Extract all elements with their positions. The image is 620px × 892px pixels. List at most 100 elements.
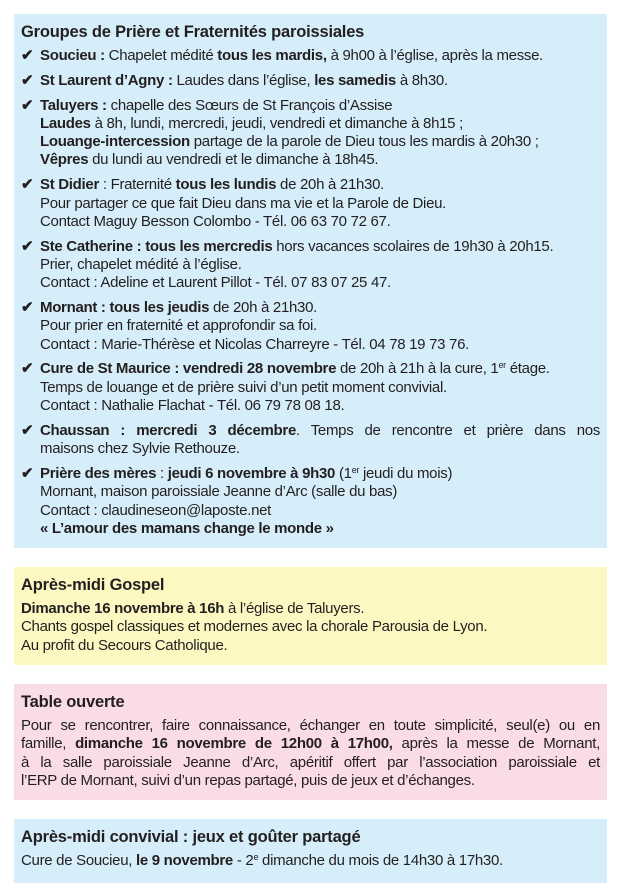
bold-text: Dimanche 16 novembre à 16h — [21, 600, 225, 617]
text-line: Ste Catherine : tous les mercredis hors … — [40, 238, 600, 256]
text: Temps de louange et de prière suivi d’un… — [40, 378, 447, 396]
text: à l’église de Taluyers. — [224, 600, 365, 617]
check-icon: ✔ — [21, 71, 34, 89]
text: Contact : Adeline et Laurent Pillot - Té… — [40, 274, 391, 292]
check-icon: ✔ — [21, 237, 34, 255]
superscript: er — [498, 360, 506, 371]
text: après la messe de Mornant, — [392, 735, 601, 753]
text-line: Prier, chapelet médité à l’église. — [40, 256, 600, 274]
text-line: Vêpres du lundi au vendredi et le dimanc… — [40, 151, 600, 169]
bold-text: Cure de St Maurice : vendredi 28 novembr… — [40, 360, 337, 378]
check-icon: ✔ — [21, 47, 34, 64]
check-icon: ✔ — [21, 421, 34, 439]
text: Contact Maguy Besson Colombo - Tél. 06 6… — [40, 212, 391, 230]
superscript: e — [253, 852, 259, 862]
text: Laudes dans l’église, — [172, 71, 315, 89]
list-item: ✔ Soucieu : Chapelet médité tous les mard… — [21, 47, 600, 65]
text-line: Temps de louange et de prière suivi d’un… — [40, 379, 600, 397]
list-item: ✔ Cure de St Maurice : vendredi 28 novemb… — [21, 360, 600, 415]
bold-text: « L’amour des mamans change le monde » — [40, 519, 334, 537]
text-line: Pour se rencontrer, faire connaissance, … — [21, 717, 600, 735]
text-line: Contact Maguy Besson Colombo - Tél. 06 6… — [40, 213, 600, 231]
bold-text: jeudi 6 novembre à 9h30 — [167, 464, 336, 482]
bold-text: Soucieu : — [40, 47, 105, 64]
text-line: Contact : Nathalie Flachat - Tél. 06 79 … — [40, 397, 600, 415]
check-icon: ✔ — [21, 176, 34, 194]
text-line: St Didier : Fraternité tous les lundis d… — [40, 176, 600, 194]
check-icon: ✔ — [21, 96, 34, 114]
text: Chants gospel classiques et modernes ave… — [21, 618, 488, 636]
text: : — [156, 464, 168, 482]
section-title: Après-midi convivial : jeux et goûter pa… — [21, 828, 361, 846]
bold-text: tous les mardis, — [217, 47, 327, 64]
text: jeudi du mois) — [359, 464, 453, 482]
check-icon: ✔ — [21, 464, 34, 482]
list-item: ✔ St Laurent d’Agny : Laudes dans l’églis… — [21, 72, 600, 90]
bold-text: les samedis — [314, 71, 396, 89]
convivial-section: Après-midi convivial : jeux et goûter pa… — [14, 819, 607, 883]
text-line: famille, dimanche 16 novembre de 12h00 à… — [21, 735, 600, 753]
list-item: ✔ Prière des mères : jeudi 6 novembre à 9… — [21, 465, 600, 538]
text-line: Soucieu : Chapelet médité tous les mardi… — [40, 47, 600, 65]
bold-text: Chaussan : mercredi 3 décembre — [40, 421, 296, 439]
text: Au profit du Secours Catholique. — [21, 636, 228, 654]
bold-text: Laudes — [40, 114, 91, 132]
text: (1 — [335, 464, 352, 482]
text-line: Taluyers : chapelle des Sœurs de St Fran… — [40, 97, 600, 115]
text-line: Contact : Adeline et Laurent Pillot - Té… — [40, 274, 600, 292]
text: Contact : Marie-Thérèse et Nicolas Charr… — [40, 335, 469, 353]
superscript: er — [351, 464, 360, 475]
bold-text: Prière des mères — [40, 464, 157, 482]
text: hors vacances scolaires de 19h30 à 20h15… — [272, 237, 554, 255]
bold-text: Louange-intercession — [40, 133, 190, 151]
text: Contact : Nathalie Flachat - Tél. 06 79 … — [40, 397, 345, 415]
list-item: ✔ Taluyers : chapelle des Sœurs de St Fra… — [21, 97, 600, 170]
text-line: l’ERP de Mornant, suivi d’un repas parta… — [21, 772, 600, 790]
text-line: Louange-intercession partage de la parol… — [40, 133, 600, 151]
text-line: Cure de Soucieu, le 9 novembre - 2e dima… — [21, 852, 600, 870]
text[interactable]: Contact : claudineseon@laposte.net — [40, 501, 272, 519]
section-body: Pour se rencontrer, faire connaissance, … — [21, 717, 600, 790]
text: l’ERP de Mornant, suivi d’un repas parta… — [21, 771, 475, 789]
text: de 20h à 21h30. — [276, 176, 384, 194]
text-line: Dimanche 16 novembre à 16h à l’église de… — [21, 600, 600, 618]
text: dimanche du mois de 14h30 à 17h30. — [258, 852, 503, 869]
text-line: Mornant : tous les jeudis de 20h à 21h30… — [40, 299, 600, 317]
text-line: à la salle paroissiale Jeanne d’Arc, apé… — [21, 754, 600, 772]
text-line: Au profit du Secours Catholique. — [21, 637, 600, 655]
text: du lundi au vendredi et le dimanche à 18… — [88, 151, 379, 169]
section-body: Cure de Soucieu, le 9 novembre - 2e dima… — [21, 852, 600, 870]
text-line: St Laurent d’Agny : Laudes dans l’église… — [40, 72, 600, 90]
text-line: Chaussan : mercredi 3 décembre. Temps de… — [40, 422, 600, 440]
bold-text: St Didier — [40, 176, 99, 194]
bold-text: le 9 novembre — [135, 852, 233, 869]
text: à 8h30. — [395, 71, 448, 89]
section-title: Table ouverte — [21, 693, 125, 711]
text: partage de la parole de Dieu tous les ma… — [189, 133, 539, 151]
text: à 8h, lundi, mercredi, jeudi, vendredi e… — [90, 114, 464, 132]
check-icon: ✔ — [21, 299, 34, 317]
text-line: Cure de St Maurice : vendredi 28 novembr… — [40, 360, 600, 378]
list-item: ✔ Ste Catherine : tous les mercredis hors… — [21, 238, 600, 293]
bold-text: tous les lundis — [175, 176, 277, 194]
text: : Fraternité — [98, 176, 176, 194]
table-ouverte-section: Table ouverte Pour se rencontrer, faire … — [14, 684, 607, 800]
text: à la salle paroissiale Jeanne d’Arc, apé… — [21, 753, 600, 771]
text: Pour partager ce que fait Dieu dans ma v… — [40, 194, 447, 212]
text-line: « L’amour des mamans change le monde » — [40, 520, 600, 538]
text: . Temps de rencontre et prière dans nos — [295, 421, 600, 439]
bold-text: Vêpres — [40, 151, 89, 169]
text: Pour se rencontrer, faire connaissance, … — [21, 717, 600, 734]
check-icon: ✔ — [21, 360, 34, 378]
text-line: Pour partager ce que fait Dieu dans ma v… — [40, 195, 600, 213]
section-title: Groupes de Prière et Fraternités paroiss… — [21, 23, 365, 41]
text-line: Pour prier en fraternité et approfondir … — [40, 317, 600, 335]
text-line: maisons chez Sylvie Rethouze. — [40, 440, 600, 458]
bold-text: Taluyers : — [40, 96, 107, 114]
text: à 9h00 à l’église, après la messe. — [326, 47, 544, 64]
text: Chapelet médité — [104, 47, 218, 64]
text-line: Prière des mères : jeudi 6 novembre à 9h… — [40, 465, 600, 483]
text: famille, — [21, 735, 76, 753]
bold-text: St Laurent d’Agny : — [40, 71, 173, 89]
section-body: Dimanche 16 novembre à 16h à l’église de… — [21, 600, 600, 655]
